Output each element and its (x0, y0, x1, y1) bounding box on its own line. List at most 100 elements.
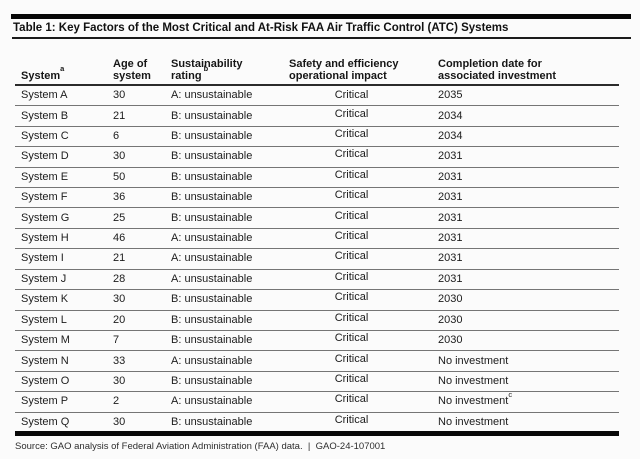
operational-impact-cell: Critical (334, 332, 369, 345)
age-cell: 30 (113, 416, 126, 429)
column-header-age: Age of system (110, 58, 165, 82)
completion-date-cell: 2031 (438, 211, 463, 224)
completion-header-line2: associated investment (438, 70, 556, 82)
table-row: System F 36 B: unsustainable Critical 20… (15, 188, 619, 209)
operational-impact-cell: Critical (334, 128, 369, 141)
sustainability-rating-cell: B: unsustainable (171, 150, 253, 163)
completion-date-cell: No investment (438, 416, 509, 429)
age-header-line2: system (113, 70, 151, 82)
bottom-rule-bar (15, 431, 619, 436)
operational-impact-cell: Critical (334, 209, 369, 222)
age-cell: 25 (113, 211, 126, 224)
operational-impact-cell: Critical (334, 270, 369, 283)
completion-date-cell: 2031 (438, 272, 463, 285)
impact-header-line2: operational impact (289, 70, 387, 82)
table-row: System B 21 B: unsustainable Critical 20… (15, 106, 619, 127)
completion-date-cell: 2031 (438, 150, 463, 163)
column-header-impact: Safety and efficiency operational impact (287, 58, 432, 82)
table-row: System Q 30 B: unsustainable Critical No… (15, 413, 619, 433)
sustainability-rating-cell: B: unsustainable (171, 130, 253, 143)
table-row: System O 30 B: unsustainable Critical No… (15, 372, 619, 393)
system-cell: System P (21, 395, 69, 408)
system-cell: System E (21, 170, 69, 183)
completion-date-cell: 2030 (438, 313, 463, 326)
sustainability-rating-cell: B: unsustainable (171, 334, 253, 347)
completion-header-line1: Completion date for (438, 58, 542, 70)
operational-impact-cell: Critical (334, 230, 369, 243)
sustainability-rating-cell: A: unsustainable (171, 89, 253, 102)
sustainability-rating-cell: B: unsustainable (171, 191, 253, 204)
system-header-footnote-a: a (60, 64, 65, 74)
age-cell: 30 (113, 89, 126, 102)
system-cell: System K (21, 293, 69, 306)
age-cell: 7 (113, 334, 120, 347)
age-cell: 2 (113, 395, 120, 408)
column-header-sustainability: Sustainability ratingb (165, 58, 287, 82)
sustainability-rating-cell: B: unsustainable (171, 374, 253, 387)
completion-date-cell: 2031 (438, 252, 463, 265)
age-cell: 36 (113, 191, 126, 204)
column-header-system: Systema (15, 65, 110, 82)
completion-date-cell: 2031 (438, 232, 463, 245)
operational-impact-cell: Critical (334, 414, 369, 427)
system-cell: System M (21, 334, 70, 347)
completion-date-cell: 2031 (438, 191, 463, 204)
sustainability-rating-cell: A: unsustainable (171, 395, 253, 408)
table-body: System A 30 A: unsustainable Critical 20… (15, 86, 619, 433)
sustainability-rating-cell: B: unsustainable (171, 313, 253, 326)
table-row: System M 7 B: unsustainable Critical 203… (15, 331, 619, 352)
age-cell: 30 (113, 293, 126, 306)
completion-footnote-c: c (508, 389, 513, 399)
system-cell: System N (21, 354, 69, 367)
completion-date-cell: 2034 (438, 130, 463, 143)
completion-date-cell: No investment (438, 354, 509, 367)
system-cell: System H (21, 232, 69, 245)
table-row: System P 2 A: unsustainable Critical No … (15, 389, 619, 413)
operational-impact-cell: Critical (334, 291, 369, 304)
sustainability-header-line2: rating (171, 70, 202, 82)
completion-date-cell: 2031 (438, 170, 463, 183)
table-header-row: Systema Age of system Sustainability rat… (15, 50, 619, 86)
completion-date-cell: No investmentc (438, 389, 513, 408)
system-cell: System O (21, 374, 70, 387)
operational-impact-cell: Critical (334, 393, 369, 406)
table-row: System H 46 A: unsustainable Critical 20… (15, 229, 619, 250)
completion-date-cell: No investment (438, 374, 509, 387)
title-underline (12, 37, 631, 39)
operational-impact-cell: Critical (334, 107, 369, 120)
sustainability-header-footnote-b: b (203, 64, 209, 74)
age-header-line1: Age of (113, 58, 148, 70)
sustainability-rating-cell: B: unsustainable (171, 211, 253, 224)
completion-date-cell: 2034 (438, 109, 463, 122)
sustainability-rating-cell: B: unsustainable (171, 416, 253, 429)
table-row: System I 21 A: unsustainable Critical 20… (15, 249, 619, 270)
system-header-label: System (21, 70, 61, 82)
completion-date-cell: 2030 (438, 334, 463, 347)
operational-impact-cell: Critical (334, 148, 369, 161)
table-row: System C 6 B: unsustainable Critical 203… (15, 127, 619, 148)
top-rule-bar (11, 14, 631, 19)
age-cell: 46 (113, 232, 126, 245)
operational-impact-cell: Critical (334, 89, 369, 102)
age-cell: 33 (113, 354, 126, 367)
age-cell: 30 (113, 374, 126, 387)
system-cell: System C (21, 130, 69, 143)
age-cell: 6 (113, 130, 120, 143)
operational-impact-cell: Critical (334, 189, 369, 202)
impact-header-line1: Safety and efficiency (289, 58, 399, 70)
sustainability-rating-cell: A: unsustainable (171, 354, 253, 367)
table-row: System K 30 B: unsustainable Critical 20… (15, 290, 619, 311)
sustainability-rating-cell: A: unsustainable (171, 232, 253, 245)
age-cell: 28 (113, 272, 126, 285)
table-row: System L 20 B: unsustainable Critical 20… (15, 311, 619, 331)
age-cell: 50 (113, 170, 126, 183)
system-cell: System A (21, 89, 68, 102)
operational-impact-cell: Critical (334, 168, 369, 181)
source-note: Source: GAO analysis of Federal Aviation… (15, 441, 386, 452)
operational-impact-cell: Critical (334, 250, 369, 263)
age-cell: 30 (113, 150, 126, 163)
sustainability-rating-cell: A: unsustainable (171, 252, 253, 265)
age-cell: 21 (113, 252, 126, 265)
table-row: System G 25 B: unsustainable Critical 20… (15, 208, 619, 229)
